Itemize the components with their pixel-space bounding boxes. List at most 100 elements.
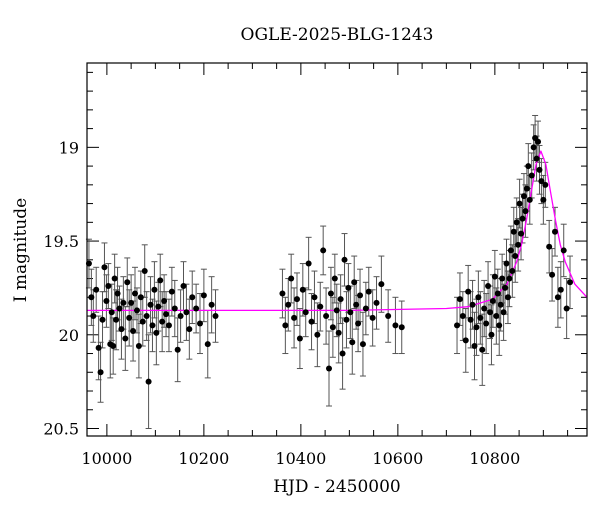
data-point: [124, 279, 131, 286]
data-point: [479, 346, 486, 353]
data-point: [111, 275, 118, 282]
data-point: [135, 343, 142, 350]
data-point: [103, 298, 110, 305]
data-point: [487, 309, 494, 316]
model-curve-group: [87, 150, 588, 312]
data-point: [99, 316, 106, 323]
data-point: [467, 316, 474, 323]
data-point: [349, 339, 356, 346]
data-point: [186, 326, 193, 333]
data-point: [110, 343, 117, 350]
error-bars: [85, 114, 574, 430]
data-point: [331, 275, 338, 282]
data-point: [520, 193, 527, 200]
data-point: [196, 320, 203, 327]
data-point: [536, 166, 543, 173]
data-point: [105, 283, 112, 290]
data-point: [365, 288, 372, 295]
data-point: [337, 296, 344, 303]
data-point: [551, 228, 558, 235]
data-point: [151, 286, 158, 293]
data-point: [302, 309, 309, 316]
data-point: [483, 320, 490, 327]
data-point: [189, 294, 196, 301]
data-point: [343, 316, 350, 323]
data-point: [549, 271, 556, 278]
data-point: [101, 264, 108, 271]
data-point: [288, 275, 295, 282]
data-point: [557, 286, 564, 293]
data-point: [341, 256, 348, 263]
data-point: [122, 335, 129, 342]
data-point: [471, 343, 478, 350]
data-point: [282, 322, 289, 329]
data-point: [345, 284, 352, 291]
data-point: [398, 324, 405, 331]
data-point: [523, 185, 530, 192]
data-point: [538, 178, 545, 185]
data-point: [118, 326, 125, 333]
data-point: [193, 305, 200, 312]
data-point: [513, 219, 520, 226]
data-point: [165, 322, 172, 329]
data-point: [204, 341, 211, 348]
data-point: [335, 329, 342, 336]
data-point: [143, 313, 150, 320]
data-points: [85, 134, 574, 385]
data-point: [469, 301, 476, 308]
y-tick-label: 20: [59, 326, 79, 345]
data-point: [528, 172, 535, 179]
data-point: [454, 322, 461, 329]
data-point: [378, 281, 385, 288]
data-point: [509, 268, 516, 275]
data-point: [137, 294, 144, 301]
data-point: [516, 200, 523, 207]
data-point: [320, 247, 327, 254]
x-tick-label: 10600: [372, 449, 423, 468]
data-point: [285, 301, 292, 308]
data-point: [329, 324, 336, 331]
data-point: [496, 322, 503, 329]
data-point: [128, 299, 135, 306]
data-point: [515, 241, 522, 248]
data-point: [506, 275, 513, 282]
data-point: [130, 328, 137, 335]
data-point: [353, 301, 360, 308]
data-point: [347, 309, 354, 316]
data-point: [325, 365, 332, 372]
data-point: [305, 260, 312, 267]
data-point: [327, 290, 334, 297]
data-point: [339, 350, 346, 357]
data-point: [459, 313, 466, 320]
y-tick-label: 19: [59, 138, 79, 157]
data-point: [499, 275, 506, 282]
data-point: [546, 243, 553, 250]
data-point: [95, 344, 102, 351]
data-point: [168, 288, 175, 295]
data-point: [512, 253, 519, 260]
x-tick-label: 10800: [469, 449, 520, 468]
data-point: [481, 305, 488, 312]
data-point: [212, 313, 219, 320]
data-point: [475, 294, 482, 301]
y-axis-label: I magnitude: [11, 198, 31, 302]
data-point: [392, 322, 399, 329]
data-point: [291, 314, 298, 321]
data-point: [114, 290, 121, 297]
data-point: [157, 277, 164, 284]
data-point: [208, 301, 215, 308]
data-point: [533, 155, 540, 162]
data-point: [369, 314, 376, 321]
data-point: [504, 294, 511, 301]
data-point: [139, 318, 146, 325]
data-point: [485, 283, 492, 290]
data-point: [351, 279, 358, 286]
data-point: [317, 303, 324, 310]
axis-ticks: 10000 10200 10400 10600 10800 19 19.5 20 20.5: [43, 63, 587, 468]
data-point: [133, 307, 140, 314]
model-curve: [87, 150, 588, 312]
data-point: [477, 314, 484, 321]
data-point: [120, 299, 127, 306]
data-point: [355, 320, 362, 327]
x-tick-label: 10400: [275, 449, 326, 468]
